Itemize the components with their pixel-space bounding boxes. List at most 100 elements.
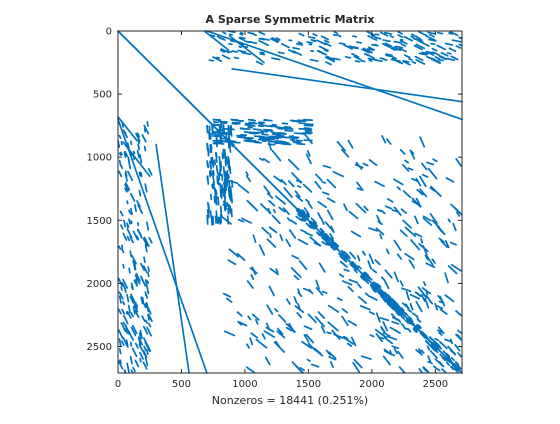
nonzero-marker [216, 33, 218, 36]
nonzero-marker [169, 266, 171, 269]
nonzero-marker [180, 319, 183, 321]
nonzero-marker [164, 253, 166, 255]
nonzero-marker [150, 214, 153, 216]
nonzero-marker [125, 141, 127, 143]
nonzero-marker [177, 289, 179, 292]
nonzero-marker [138, 180, 141, 182]
nonzero-marker [419, 94, 421, 97]
nonzero-marker [146, 271, 148, 274]
nonzero-marker [165, 217, 168, 219]
nonzero-marker [183, 307, 185, 309]
nonzero-marker [126, 145, 129, 147]
nonzero-marker [242, 69, 244, 72]
nonzero-marker [124, 156, 127, 158]
nonzero-marker [136, 174, 139, 176]
nonzero-marker [198, 350, 201, 353]
nonzero-marker [139, 182, 142, 185]
nonzero-marker [435, 109, 437, 112]
nonzero-marker [278, 55, 281, 57]
nonzero-marker [351, 80, 354, 83]
nonzero-marker [256, 71, 258, 74]
nonzero-marker [229, 38, 232, 40]
nonzero-marker [303, 63, 305, 66]
nonzero-marker [174, 280, 176, 283]
nonzero-marker [164, 207, 167, 209]
nonzero-marker [276, 54, 278, 57]
nonzero-marker [444, 98, 447, 101]
nonzero-marker [391, 90, 393, 93]
nonzero-marker [427, 96, 430, 98]
nonzero-marker [377, 88, 379, 91]
nonzero-marker [156, 229, 158, 231]
nonzero-marker [181, 303, 184, 305]
nonzero-marker [133, 164, 135, 166]
nonzero-marker [121, 131, 124, 134]
nonzero-marker [454, 50, 457, 53]
nonzero-marker [219, 34, 221, 37]
nonzero-marker [419, 37, 421, 40]
nonzero-marker [454, 116, 457, 118]
nonzero-marker [338, 76, 340, 78]
nonzero-marker [222, 38, 225, 40]
nonzero-marker [251, 45, 253, 48]
nonzero-marker [456, 116, 458, 119]
nonzero-marker [123, 135, 125, 137]
nonzero-marker [189, 324, 191, 326]
nonzero-marker [204, 367, 206, 369]
nonzero-marker [277, 74, 279, 77]
nonzero-marker [174, 277, 177, 279]
nonzero-marker [130, 154, 133, 157]
nonzero-marker [170, 247, 172, 250]
nonzero-marker [348, 79, 350, 81]
nonzero-marker [408, 100, 411, 102]
nonzero-marker [135, 169, 137, 171]
nonzero-marker [218, 34, 221, 37]
nonzero-marker [128, 148, 130, 151]
nonzero-marker [177, 298, 180, 300]
nonzero-marker [170, 246, 172, 249]
nonzero-marker [389, 93, 391, 96]
nonzero-marker [317, 80, 319, 82]
nonzero-marker [123, 312, 125, 315]
nonzero-marker [305, 78, 307, 81]
nonzero-marker [239, 69, 241, 71]
nonzero-marker [357, 82, 360, 85]
nonzero-marker [164, 209, 167, 211]
nonzero-marker [370, 87, 372, 90]
nonzero-marker [294, 60, 297, 63]
nonzero-marker [180, 314, 182, 317]
nonzero-marker [118, 121, 120, 123]
nonzero-marker [340, 76, 343, 79]
nonzero-marker [325, 81, 327, 84]
nonzero-marker [270, 73, 273, 76]
nonzero-marker [261, 72, 263, 74]
nonzero-marker [175, 282, 177, 284]
nonzero-marker [195, 341, 197, 343]
nonzero-marker [172, 276, 175, 279]
nonzero-marker [249, 45, 252, 47]
nonzero-marker [228, 38, 231, 40]
nonzero-marker [141, 212, 143, 214]
nonzero-marker [178, 302, 180, 304]
nonzero-marker [377, 89, 380, 91]
nonzero-marker [191, 329, 193, 332]
nonzero-marker [127, 300, 130, 303]
nonzero-marker [166, 224, 169, 226]
nonzero-marker [122, 251, 125, 254]
nonzero-marker [432, 108, 435, 111]
nonzero-marker [412, 101, 415, 104]
nonzero-marker [255, 34, 257, 37]
nonzero-marker [158, 169, 161, 171]
nonzero-marker [261, 63, 264, 66]
nonzero-marker [183, 339, 186, 342]
nonzero-marker [131, 213, 133, 215]
nonzero-marker [434, 109, 436, 111]
nonzero-marker [135, 355, 138, 358]
nonzero-marker [137, 347, 139, 349]
nonzero-marker [155, 144, 157, 147]
nonzero-marker [406, 99, 408, 101]
nonzero-marker [139, 180, 141, 183]
nonzero-marker [265, 50, 267, 53]
nonzero-marker [425, 95, 427, 98]
